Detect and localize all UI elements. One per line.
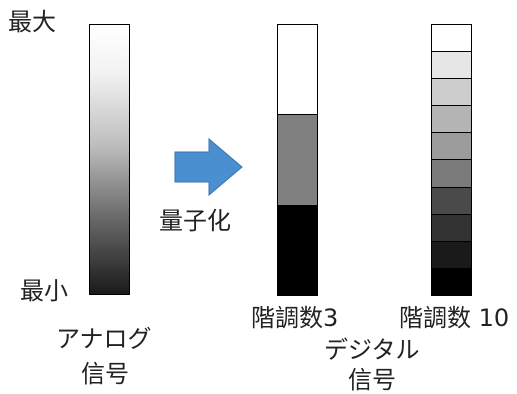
level10-segment-6	[432, 159, 471, 187]
max-label: 最大	[8, 8, 56, 36]
level10-segment-1	[432, 25, 471, 52]
quantized-bar-3-levels	[277, 24, 318, 296]
level3-segment-2	[278, 114, 317, 205]
analog-gradient-bar	[89, 24, 130, 295]
level10-segment-4	[432, 105, 471, 133]
level10-segment-7	[432, 186, 471, 214]
quantized-bar-10-levels	[431, 24, 472, 296]
analog-label-line1: アナログ	[56, 325, 152, 353]
digital-label-line2: 信号	[348, 366, 396, 394]
level10-segment-10	[432, 267, 471, 295]
level10-segment-2	[432, 51, 471, 79]
arrow-right-icon	[174, 138, 243, 196]
level10-segment-5	[432, 132, 471, 160]
level3-segment-1	[278, 25, 317, 115]
level10-segment-8	[432, 213, 471, 241]
levels-10-label: 階調数 10	[399, 304, 510, 332]
level3-segment-3	[278, 204, 317, 295]
analog-label-line2: 信号	[81, 360, 129, 388]
level10-segment-9	[432, 240, 471, 268]
quantize-label: 量子化	[159, 207, 231, 235]
min-label: 最小	[20, 277, 68, 305]
levels-3-label: 階調数3	[251, 304, 339, 332]
level10-segment-3	[432, 78, 471, 106]
digital-label-line1: デジタル	[324, 336, 420, 364]
